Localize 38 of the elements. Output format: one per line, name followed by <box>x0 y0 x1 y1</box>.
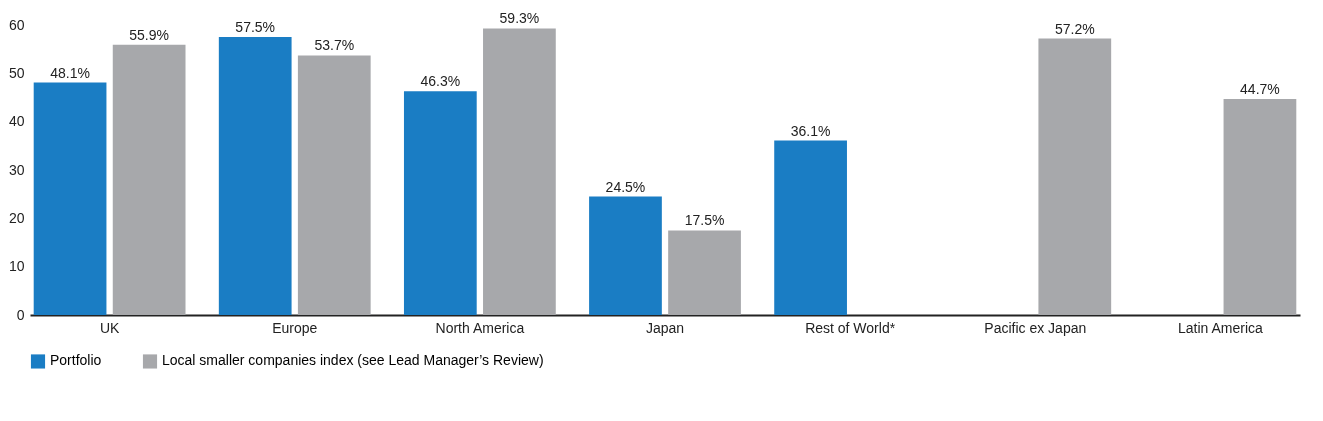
data-label: 53.7% <box>314 37 355 54</box>
bar <box>403 91 477 315</box>
bar <box>1038 38 1112 315</box>
data-label: 24.5% <box>605 178 646 195</box>
y-tick-label: 20 <box>8 209 25 226</box>
x-tick-label: North America <box>435 319 525 336</box>
x-tick-label: Latin America <box>1177 319 1264 336</box>
y-tick-label: 40 <box>8 113 25 130</box>
x-tick-label: Rest of World* <box>805 319 896 336</box>
legend-label: Portfolio <box>50 352 102 369</box>
data-label: 55.9% <box>129 26 169 43</box>
x-tick-label: Pacific ex Japan <box>984 319 1087 336</box>
bar <box>1223 98 1297 315</box>
bar <box>297 55 371 315</box>
data-label: 36.1% <box>790 122 831 139</box>
y-tick-label: 50 <box>8 64 25 81</box>
data-label: 57.5% <box>235 19 276 36</box>
x-tick-label: UK <box>99 319 120 336</box>
y-tick-label: 60 <box>8 16 25 33</box>
data-label: 59.3% <box>499 10 540 27</box>
bar <box>112 44 186 315</box>
data-label: 57.2% <box>1054 20 1095 37</box>
bar <box>774 140 847 315</box>
y-tick-label: 0 <box>16 306 25 323</box>
data-label: 17.5% <box>684 212 725 229</box>
y-tick-label: 30 <box>8 161 25 178</box>
x-tick-label: Europe <box>272 319 318 336</box>
data-label: 48.1% <box>50 64 90 81</box>
x-tick-label: Japan <box>645 319 685 336</box>
data-label: 44.7% <box>1240 80 1280 97</box>
bar <box>589 196 662 315</box>
bar <box>33 82 107 315</box>
bar <box>668 230 741 315</box>
bar <box>218 37 292 315</box>
data-label: 46.3% <box>420 73 461 90</box>
legend-label: Local smaller companies index (see Lead Manager’s Review) <box>162 352 544 369</box>
bar <box>483 28 556 315</box>
y-tick-label: 10 <box>8 258 25 275</box>
